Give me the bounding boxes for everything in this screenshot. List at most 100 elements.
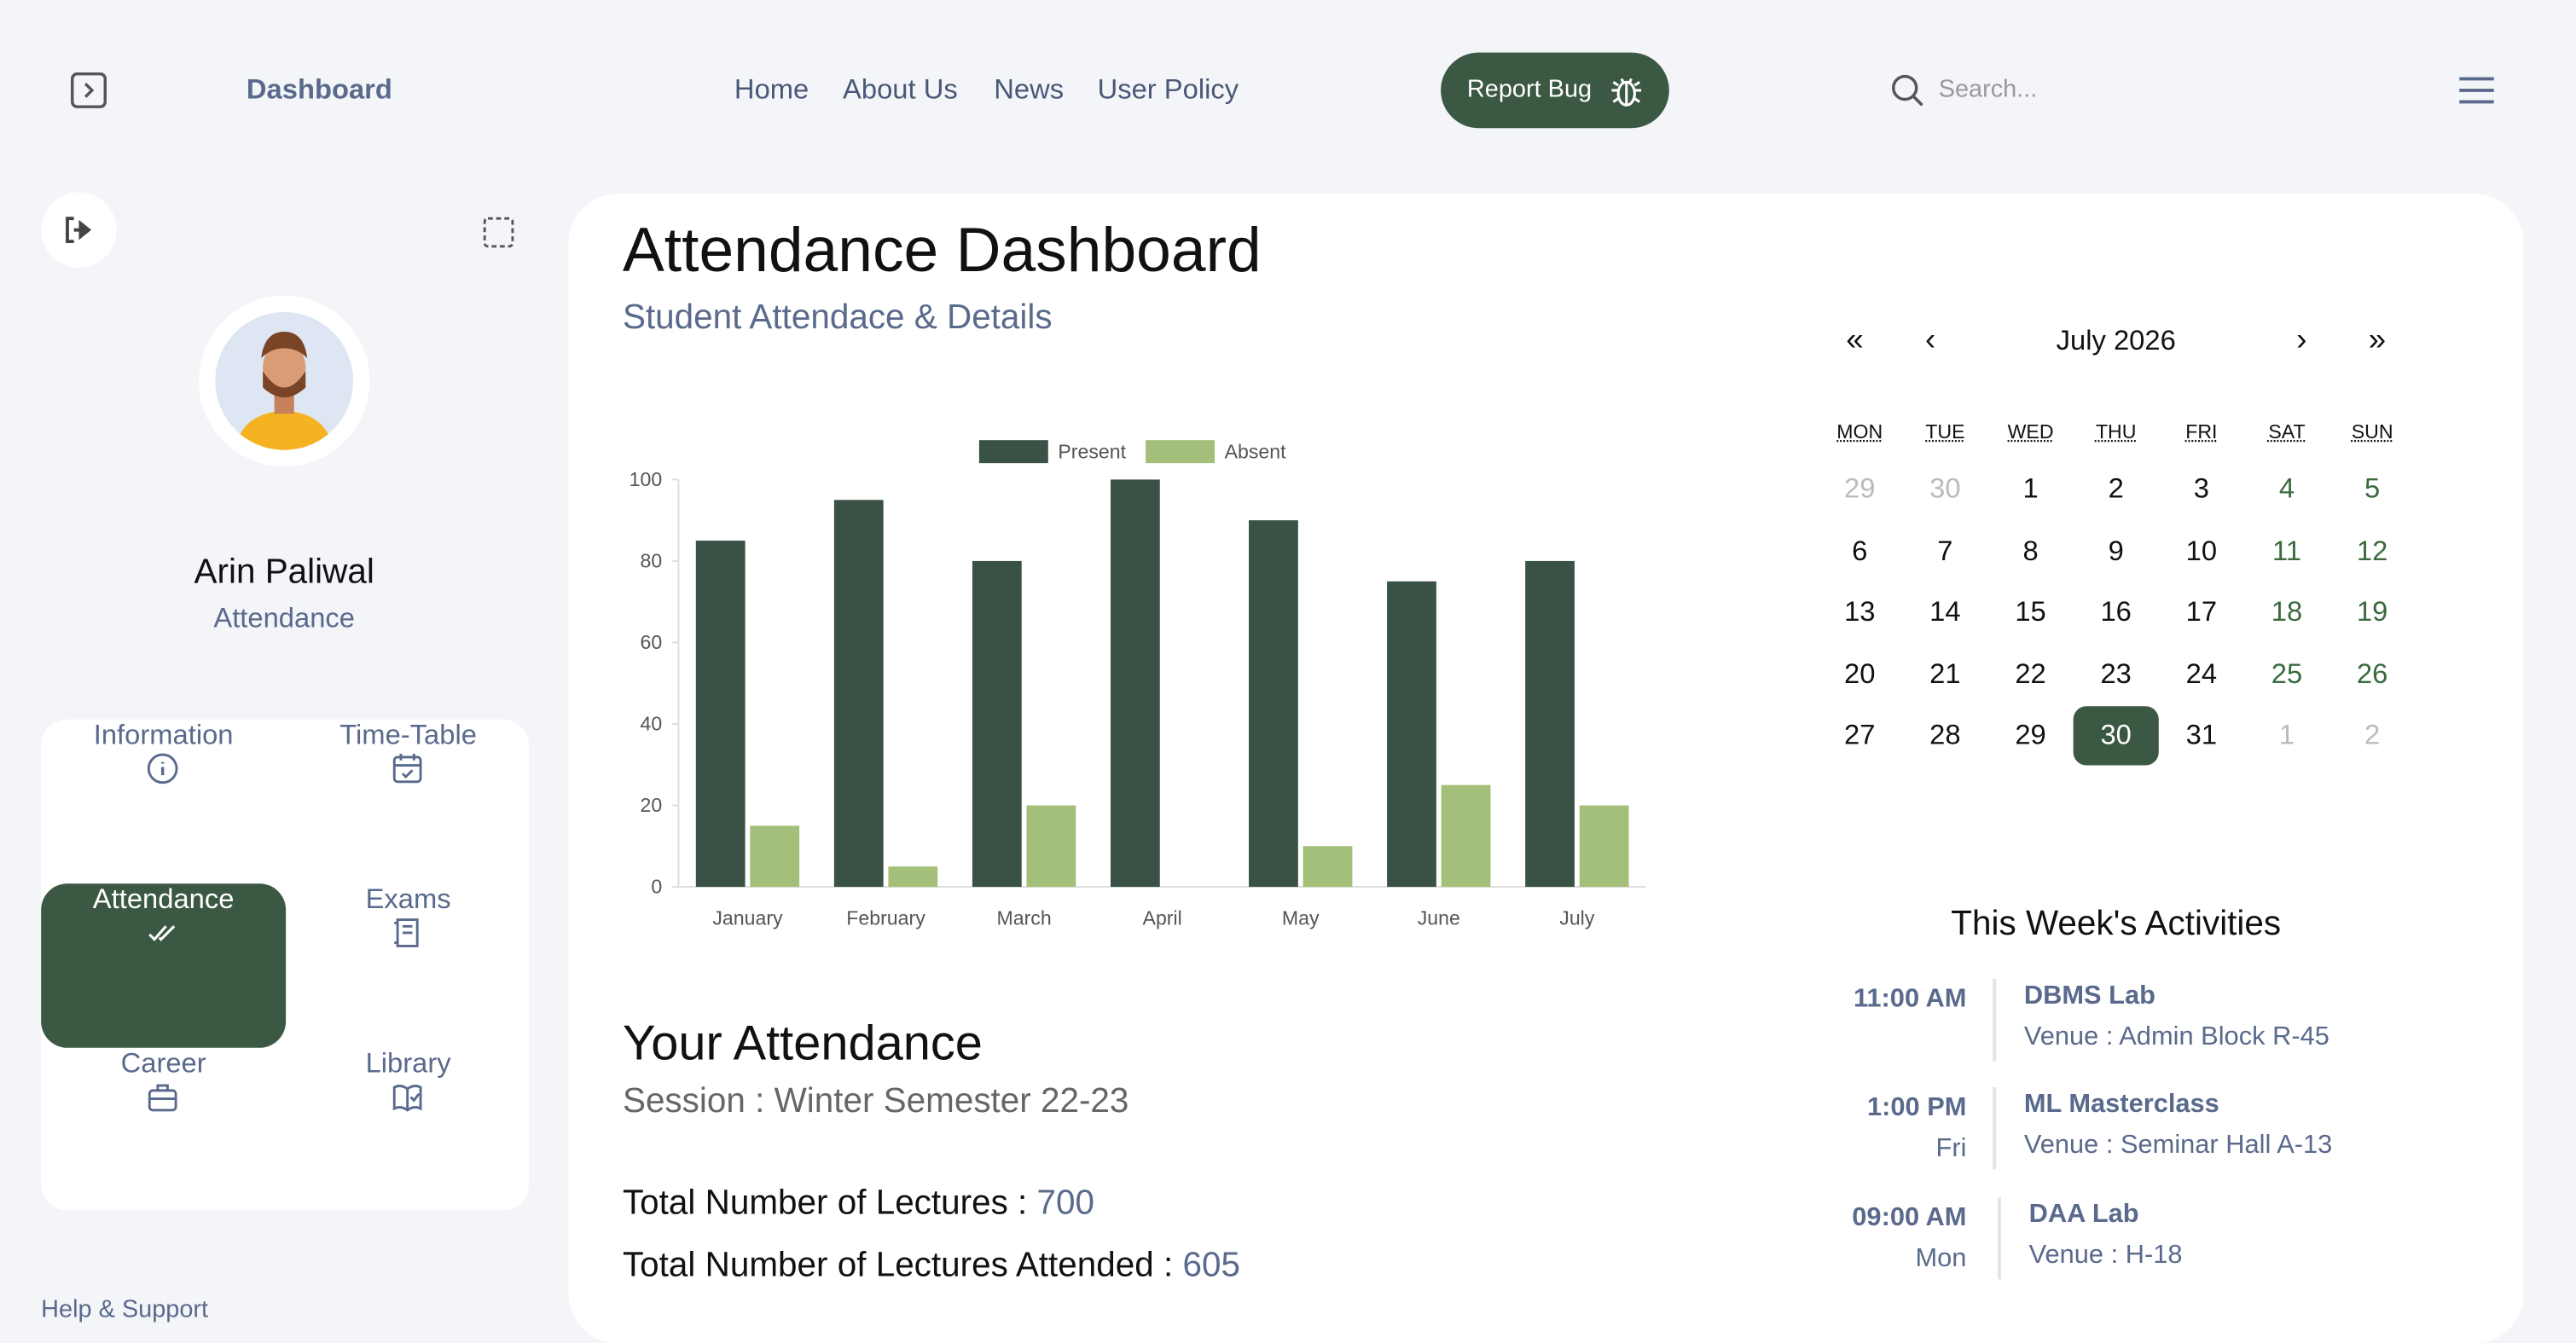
calendar-day[interactable]: 28 bbox=[1909, 706, 1981, 765]
calendar-day[interactable]: 10 bbox=[2165, 522, 2237, 581]
calendar-day[interactable]: 30 bbox=[2074, 706, 2159, 765]
calendar-day[interactable]: 9 bbox=[2080, 522, 2152, 581]
calendar-day[interactable]: 1 bbox=[1994, 460, 2067, 518]
activity-venue: Venue : Seminar Hall A-13 bbox=[2024, 1132, 2332, 1161]
report-bug-label: Report Bug bbox=[1467, 76, 1592, 104]
calendar-day[interactable]: 18 bbox=[2251, 583, 2324, 642]
menu-item[interactable]: Information bbox=[41, 720, 286, 884]
calendar-day[interactable]: 17 bbox=[2165, 583, 2237, 642]
calendar-day[interactable]: 7 bbox=[1909, 522, 1981, 581]
calendar-day[interactable]: 2 bbox=[2080, 460, 2152, 518]
bar bbox=[1303, 846, 1353, 887]
calendar-day[interactable]: 22 bbox=[1994, 645, 2067, 703]
calendar-day[interactable]: 13 bbox=[1824, 583, 1896, 642]
legend-label: Absent bbox=[1225, 440, 1287, 462]
legend-label: Present bbox=[1058, 440, 1126, 462]
calendar-day[interactable]: 12 bbox=[2336, 522, 2409, 581]
menu-icon[interactable] bbox=[2457, 76, 2495, 106]
menu-item[interactable]: Career bbox=[41, 1048, 286, 1213]
calendar-month[interactable]: July 2026 bbox=[1952, 325, 2280, 358]
nav-link[interactable]: About Us bbox=[843, 74, 958, 107]
page-title: Attendance Dashboard bbox=[623, 217, 1262, 287]
menu-label: Attendance bbox=[41, 883, 286, 917]
y-tick-label: 60 bbox=[640, 631, 662, 653]
calendar-day[interactable]: 25 bbox=[2251, 645, 2324, 703]
calendar-day[interactable]: 30 bbox=[1909, 460, 1981, 518]
calendar-nav[interactable]: » bbox=[2341, 323, 2414, 359]
calendar-day[interactable]: 16 bbox=[2080, 583, 2152, 642]
calendar-day[interactable]: 23 bbox=[2080, 645, 2152, 703]
help-link[interactable]: Help & Support bbox=[41, 1296, 208, 1324]
calendar-day[interactable]: 29 bbox=[1994, 706, 2067, 765]
search-input[interactable]: Search... bbox=[1939, 76, 2038, 104]
nav-link[interactable]: News bbox=[994, 74, 1064, 107]
select-icon[interactable] bbox=[483, 217, 514, 248]
x-tick-label: April bbox=[1143, 906, 1182, 929]
calendar-day[interactable]: 3 bbox=[2165, 460, 2237, 518]
calendar-day[interactable]: 24 bbox=[2165, 645, 2237, 703]
bug-icon bbox=[1607, 71, 1646, 110]
menu-label: Information bbox=[41, 720, 286, 753]
bar bbox=[888, 866, 937, 887]
activity-day: Fri bbox=[1790, 1135, 1966, 1165]
menu-item[interactable]: Library bbox=[286, 1048, 531, 1213]
calendar-day[interactable]: 5 bbox=[2336, 460, 2409, 518]
y-tick-label: 0 bbox=[651, 876, 662, 898]
calendar-day[interactable]: 1 bbox=[2251, 706, 2324, 765]
weekday: MON bbox=[1824, 420, 1896, 443]
bar bbox=[1387, 582, 1436, 887]
x-tick-label: March bbox=[996, 906, 1051, 929]
session: Session : Winter Semester 22-23 bbox=[623, 1082, 1128, 1121]
menu-icon bbox=[391, 1080, 424, 1114]
menu-icon bbox=[146, 1080, 179, 1114]
sidebar-toggle[interactable] bbox=[71, 72, 107, 108]
calendar-day[interactable]: 4 bbox=[2251, 460, 2324, 518]
calendar-day[interactable]: 8 bbox=[1994, 522, 2067, 581]
calendar-day[interactable]: 11 bbox=[2251, 522, 2324, 581]
activity-title: DBMS Lab bbox=[2024, 982, 2155, 1012]
x-tick-label: January bbox=[712, 906, 783, 929]
divider bbox=[1993, 1087, 1996, 1169]
weekday: FRI bbox=[2165, 420, 2237, 443]
bar bbox=[1580, 806, 1629, 888]
calendar-day[interactable]: 20 bbox=[1824, 645, 1896, 703]
calendar-day[interactable]: 31 bbox=[2165, 706, 2237, 765]
activity-day: Mon bbox=[1790, 1245, 1966, 1275]
calendar-day[interactable]: 26 bbox=[2336, 645, 2409, 703]
calendar-day[interactable]: 2 bbox=[2336, 706, 2409, 765]
calendar-day[interactable]: 27 bbox=[1824, 706, 1896, 765]
brand[interactable]: Dashboard bbox=[247, 74, 392, 107]
weekday: WED bbox=[1994, 420, 2067, 443]
nav-link[interactable]: Home bbox=[734, 74, 809, 107]
app: Dashboard Report Bug Search... Arin Pali… bbox=[0, 0, 2576, 1316]
calendar-day[interactable]: 21 bbox=[1909, 645, 1981, 703]
stat-row: Total Number of Lectures Attended : 605 bbox=[623, 1247, 1240, 1286]
bar bbox=[1111, 479, 1160, 887]
nav-link[interactable]: User Policy bbox=[1098, 74, 1239, 107]
calendar-nav[interactable]: « bbox=[1819, 323, 1891, 359]
weekday: SUN bbox=[2336, 420, 2409, 443]
divider bbox=[1993, 979, 1996, 1061]
bar bbox=[972, 561, 1022, 887]
calendar-day[interactable]: 29 bbox=[1824, 460, 1896, 518]
menu-item[interactable]: Attendance bbox=[41, 883, 286, 1048]
calendar-day[interactable]: 6 bbox=[1824, 522, 1896, 581]
calendar-day[interactable]: 19 bbox=[2336, 583, 2409, 642]
menu-icon bbox=[146, 752, 179, 785]
logout-button[interactable] bbox=[41, 192, 117, 268]
menu-label: Time-Table bbox=[286, 720, 531, 753]
x-tick-label: July bbox=[1559, 906, 1595, 929]
menu-item[interactable]: Exams bbox=[286, 883, 531, 1048]
weekday: THU bbox=[2080, 420, 2152, 443]
activity-time: 09:00 AM bbox=[1790, 1204, 1966, 1234]
activities-title: This Week's Activities bbox=[1788, 905, 2445, 944]
bar bbox=[1442, 785, 1491, 887]
y-tick-label: 20 bbox=[640, 794, 662, 816]
calendar-day[interactable]: 14 bbox=[1909, 583, 1981, 642]
activity-time: 1:00 PM bbox=[1790, 1094, 1966, 1124]
report-bug-button[interactable]: Report Bug bbox=[1441, 53, 1669, 129]
calendar-day[interactable]: 15 bbox=[1994, 583, 2067, 642]
divider bbox=[1998, 1197, 2001, 1279]
x-tick-label: May bbox=[1282, 906, 1320, 929]
menu-item[interactable]: Time-Table bbox=[286, 720, 531, 884]
